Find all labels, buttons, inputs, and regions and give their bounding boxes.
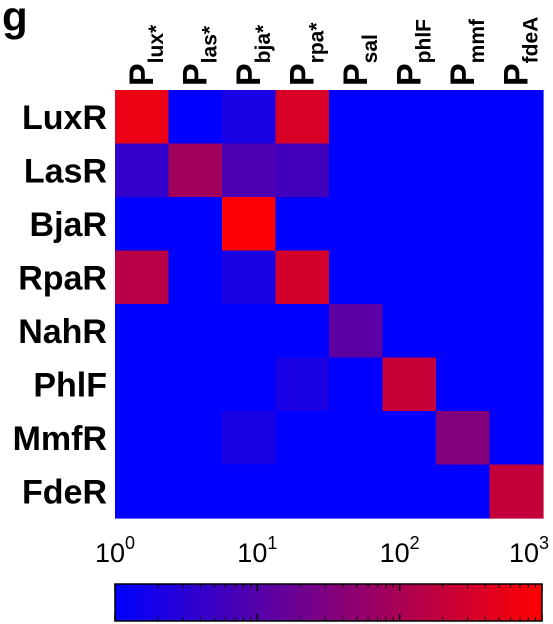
- column-label-7: Pmmf: [444, 18, 489, 86]
- heatmap-cell-nahr-1: [115, 304, 170, 359]
- heatmap-cell-rpar-6: [382, 250, 437, 305]
- heatmap-cells: [115, 90, 544, 519]
- heatmap-cell-mmfr-6: [382, 411, 437, 466]
- heatmap-cell-nahr-4: [275, 304, 330, 359]
- heatmap-cell-luxr-6: [382, 90, 437, 145]
- row-label-rpar: RpaR: [18, 259, 107, 297]
- heatmap-cell-phlf-2: [168, 357, 223, 412]
- heatmap-cell-bjar-1: [115, 197, 170, 252]
- heatmap-cell-fder-5: [329, 464, 384, 519]
- heatmap-cell-bjar-2: [168, 197, 223, 252]
- heatmap-cell-phlf-6: [382, 357, 437, 412]
- heatmap-cell-mmfr-5: [329, 411, 384, 466]
- row-labels: LuxR LasR BjaR RpaR NahR PhlF MmfR FdeR: [13, 99, 107, 512]
- heatmap-cell-luxr-5: [329, 90, 384, 145]
- heatmap-cell-mmfr-4: [275, 411, 330, 466]
- heatmap-cell-nahr-8: [489, 304, 544, 359]
- heatmap-cell-nahr-3: [222, 304, 277, 359]
- row-label-bjar: BjaR: [30, 206, 107, 244]
- heatmap-cell-bjar-3: [222, 197, 277, 252]
- heatmap-cell-phlf-4: [275, 357, 330, 412]
- colorbar-tick-label-10-3: 103: [509, 533, 549, 568]
- heatmap-cell-phlf-8: [489, 357, 544, 412]
- heatmap-cell-nahr-7: [436, 304, 491, 359]
- heatmap-cell-mmfr-3: [222, 411, 277, 466]
- heatmap-cell-luxr-3: [222, 90, 277, 145]
- heatmap-cell-phlf-1: [115, 357, 170, 412]
- colorbar-tick-label-10-0: 100: [95, 533, 135, 568]
- row-label-fder: FdeR: [22, 473, 107, 511]
- row-label-phlf: PhlF: [33, 366, 107, 404]
- heatmap-cell-luxr-2: [168, 90, 223, 145]
- heatmap-cell-bjar-4: [275, 197, 330, 252]
- heatmap-cell-lasr-8: [489, 143, 544, 198]
- heatmap-cell-nahr-6: [382, 304, 437, 359]
- heatmap-cell-bjar-5: [329, 197, 384, 252]
- row-label-nahr: NahR: [18, 313, 107, 351]
- column-label-1: Plux*: [123, 24, 168, 86]
- heatmap-cell-lasr-5: [329, 143, 384, 198]
- heatmap-cell-lasr-3: [222, 143, 277, 198]
- column-label-2: Plas*: [176, 25, 221, 86]
- heatmap-cell-lasr-7: [436, 143, 491, 198]
- heatmap-cell-rpar-2: [168, 250, 223, 305]
- heatmap-cell-nahr-2: [168, 304, 223, 359]
- heatmap-cell-mmfr-7: [436, 411, 491, 466]
- column-label-5: Psal: [337, 34, 382, 86]
- heatmap-cell-lasr-1: [115, 143, 170, 198]
- heatmap-cell-lasr-4: [275, 143, 330, 198]
- colorbar-tick-label-10-2: 102: [380, 533, 420, 568]
- heatmap-cell-fder-7: [436, 464, 491, 519]
- heatmap-cell-bjar-7: [436, 197, 491, 252]
- heatmap-cell-rpar-7: [436, 250, 491, 305]
- heatmap-cell-nahr-5: [329, 304, 384, 359]
- column-label-4: Prpa*: [283, 22, 328, 86]
- heatmap-cell-bjar-8: [489, 197, 544, 252]
- heatmap-cell-bjar-6: [382, 197, 437, 252]
- colorbar-tick-labels: 100 101 102 103: [95, 533, 549, 568]
- heatmap-cell-lasr-6: [382, 143, 437, 198]
- heatmap-cell-luxr-7: [436, 90, 491, 145]
- heatmap-cell-rpar-5: [329, 250, 384, 305]
- colorbar: [114, 583, 543, 622]
- heatmap-cell-mmfr-2: [168, 411, 223, 466]
- heatmap-cell-fder-2: [168, 464, 223, 519]
- heatmap-cell-mmfr-8: [489, 411, 544, 466]
- panel-label: g: [2, 0, 28, 40]
- column-label-3: Pbja*: [230, 24, 275, 86]
- heatmap-cell-phlf-3: [222, 357, 277, 412]
- heatmap-cell-fder-1: [115, 464, 170, 519]
- heatmap-cell-luxr-4: [275, 90, 330, 145]
- heatmap-cell-luxr-8: [489, 90, 544, 145]
- column-label-8: PfdeA: [497, 17, 542, 86]
- heatmap-cell-mmfr-1: [115, 411, 170, 466]
- row-label-luxr: LuxR: [22, 99, 107, 137]
- heatmap-cell-fder-6: [382, 464, 437, 519]
- colorbar-gradient: [114, 583, 543, 622]
- heatmap-cell-rpar-8: [489, 250, 544, 305]
- heatmap-cell-lasr-2: [168, 143, 223, 198]
- heatmap-cell-fder-4: [275, 464, 330, 519]
- heatmap-cell-phlf-5: [329, 357, 384, 412]
- heatmap-cell-fder-8: [489, 464, 544, 519]
- heatmap-cell-phlf-7: [436, 357, 491, 412]
- heatmap-cell-luxr-1: [115, 90, 170, 145]
- column-label-6: PphlF: [390, 19, 435, 86]
- heatmap-cell-rpar-1: [115, 250, 170, 305]
- heatmap-cell-fder-3: [222, 464, 277, 519]
- heatmap-cell-rpar-3: [222, 250, 277, 305]
- row-label-lasr: LasR: [24, 152, 107, 190]
- heatmap-cell-rpar-4: [275, 250, 330, 305]
- row-label-mmfr: MmfR: [13, 420, 107, 458]
- colorbar-tick-label-10-1: 101: [237, 533, 277, 568]
